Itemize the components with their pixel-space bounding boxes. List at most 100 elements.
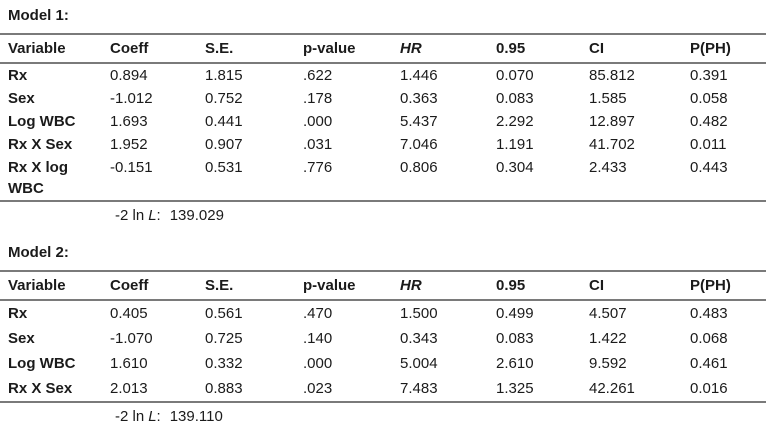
- cell-ci-lower: 0.499: [496, 305, 534, 322]
- cell-se: 0.441: [205, 113, 243, 130]
- row-label: Sex: [0, 87, 110, 110]
- column-header-variable: Variable: [8, 40, 66, 57]
- cell-coeff: -1.070: [110, 330, 153, 347]
- cell-se: 0.907: [205, 136, 243, 153]
- variable-name: Rx X Sex: [8, 380, 73, 397]
- cell-pvalue: .031: [303, 136, 333, 153]
- cell-pph: 0.482: [690, 113, 728, 130]
- cell-pvalue: .470: [303, 305, 333, 322]
- header-row: Variable Coeff S.E. p-value HR 0.95 CI P…: [0, 271, 766, 300]
- likelihood-symbol: L: [148, 207, 157, 224]
- row-label: Rx: [0, 300, 110, 326]
- cell-pph: 0.058: [690, 90, 728, 107]
- variable-name: Rx X Sex: [8, 136, 73, 153]
- cell-hr: 0.343: [400, 330, 438, 347]
- cell-ci-upper: 1.585: [589, 90, 627, 107]
- cell-pph: 0.483: [690, 305, 728, 322]
- cell-pvalue: .000: [303, 113, 333, 130]
- column-header-coeff: Coeff: [110, 40, 149, 57]
- table-row-rx: Rx 0.894 1.815 .622 1.446 0.070 85.812 0…: [0, 63, 766, 87]
- row-label: Rx X Sex: [0, 133, 110, 156]
- log-likelihood-model-1: -2 ln L: 139.029: [0, 206, 766, 225]
- cell-coeff: -0.151: [110, 159, 153, 176]
- table-row-sex: Sex -1.070 0.725 .140 0.343 0.083 1.422 …: [0, 326, 766, 351]
- variable-name: Log WBC: [8, 113, 76, 130]
- loglik-value: 139.110: [169, 408, 223, 425]
- row-label: Sex: [0, 326, 110, 351]
- cell-hr: 5.004: [400, 355, 438, 372]
- model-1-section: Model 1: Variable Coeff S.E. p-value HR …: [0, 7, 766, 225]
- column-header-se: S.E.: [205, 40, 234, 57]
- cell-ci-lower: 0.070: [496, 67, 534, 84]
- header-row: Variable Coeff S.E. p-value HR 0.95 CI P…: [0, 34, 766, 63]
- cell-coeff: 0.405: [110, 305, 148, 322]
- cell-se: 1.815: [205, 67, 243, 84]
- loglik-value: 139.029: [169, 207, 224, 224]
- model-1-title: Model 1:: [8, 7, 69, 24]
- table-row-logwbc: Log WBC 1.610 0.332 .000 5.004 2.610 9.5…: [0, 351, 766, 376]
- cell-pvalue: .776: [303, 159, 333, 176]
- variable-name: Sex: [8, 90, 35, 107]
- table-row-logwbc: Log WBC 1.693 0.441 .000 5.437 2.292 12.…: [0, 110, 766, 133]
- column-header-ci-upper: CI: [589, 40, 604, 57]
- cell-ci-lower: 1.191: [496, 136, 534, 153]
- loglik-prefix: -2 ln: [115, 408, 145, 425]
- cell-coeff: -1.012: [110, 90, 153, 107]
- table-row-rx-x-sex: Rx X Sex 2.013 0.883 .023 7.483 1.325 42…: [0, 376, 766, 402]
- table-row-rx: Rx 0.405 0.561 .470 1.500 0.499 4.507 0.…: [0, 300, 766, 326]
- cell-ci-lower: 1.325: [496, 380, 534, 397]
- cell-ci-lower: 0.304: [496, 159, 534, 176]
- variable-name: Rx: [8, 67, 28, 84]
- cell-pph: 0.443: [690, 159, 728, 176]
- cell-hr: 5.437: [400, 113, 438, 130]
- cell-pph: 0.011: [690, 136, 727, 153]
- table-row-sex: Sex -1.012 0.752 .178 0.363 0.083 1.585 …: [0, 87, 766, 110]
- column-header-variable: Variable: [8, 277, 66, 294]
- cell-ci-lower: 2.292: [496, 113, 534, 130]
- cell-se: 0.561: [205, 305, 243, 322]
- cell-se: 0.752: [205, 90, 243, 107]
- column-header-ci-upper: CI: [589, 277, 604, 294]
- cell-ci-upper: 4.507: [589, 305, 627, 322]
- column-header-se: S.E.: [205, 277, 234, 294]
- column-header-hr: HR: [400, 40, 422, 57]
- variable-name: Sex: [8, 330, 35, 347]
- cell-hr: 0.363: [400, 90, 438, 107]
- log-likelihood-model-2: -2 ln L: 139.110: [0, 407, 766, 426]
- table-row-rx-x-logwbc: Rx X log WBC -0.151 0.531 .776 0.806 0.3…: [0, 156, 766, 201]
- row-label: Rx X Sex: [0, 376, 110, 402]
- model-2-table: Variable Coeff S.E. p-value HR 0.95 CI P…: [0, 270, 766, 403]
- cell-pph: 0.068: [690, 330, 728, 347]
- cell-hr: 0.806: [400, 159, 438, 176]
- row-label: Log WBC: [0, 110, 110, 133]
- cell-pph: 0.016: [690, 380, 728, 397]
- column-header-pph: P(PH): [690, 277, 731, 294]
- column-header-pvalue: p-value: [303, 277, 356, 294]
- column-header-ci-lower: 0.95: [496, 40, 526, 57]
- cell-pvalue: .000: [303, 355, 333, 372]
- cell-hr: 7.483: [400, 380, 438, 397]
- column-header-hr: HR: [400, 277, 422, 294]
- column-header-pvalue: p-value: [303, 40, 356, 57]
- cell-pvalue: .023: [303, 380, 333, 397]
- cell-hr: 1.500: [400, 305, 438, 322]
- cell-se: 0.883: [205, 380, 243, 397]
- variable-name: Rx X log WBC: [8, 159, 69, 197]
- cell-pvalue: .178: [303, 90, 333, 107]
- cell-pph: 0.461: [690, 355, 728, 372]
- loglik-separator: :: [156, 207, 161, 224]
- table-row-rx-x-sex: Rx X Sex 1.952 0.907 .031 7.046 1.191 41…: [0, 133, 766, 156]
- cell-pvalue: .622: [303, 67, 333, 84]
- cell-se: 0.332: [205, 355, 243, 372]
- cell-coeff: 0.894: [110, 67, 148, 84]
- column-header-ci-lower: 0.95: [496, 277, 526, 294]
- column-header-coeff: Coeff: [110, 277, 149, 294]
- cell-ci-lower: 2.610: [496, 355, 534, 372]
- cell-se: 0.725: [205, 330, 243, 347]
- cell-coeff: 1.610: [110, 355, 148, 372]
- column-header-pph: P(PH): [690, 40, 731, 57]
- row-label: Log WBC: [0, 351, 110, 376]
- variable-name: Log WBC: [8, 355, 76, 372]
- cell-coeff: 1.693: [110, 113, 148, 130]
